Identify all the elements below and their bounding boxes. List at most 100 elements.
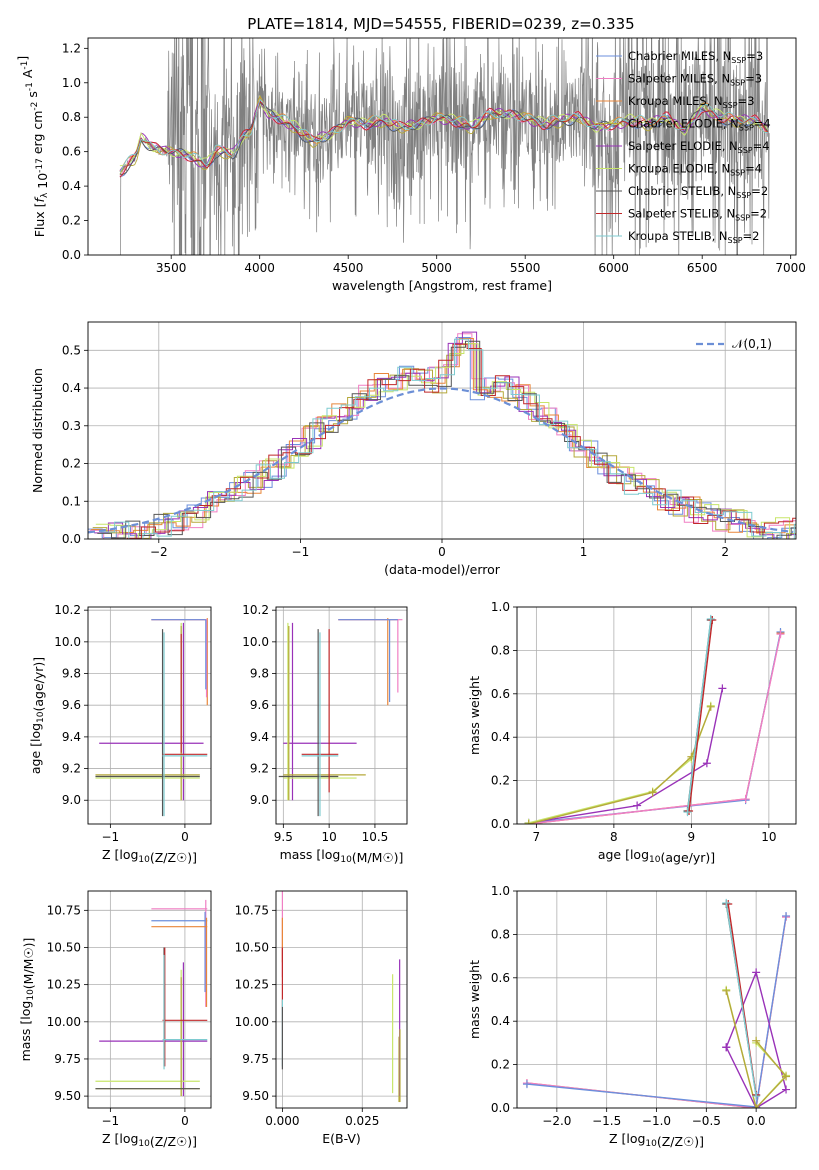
x-axis-label: (data-model)/error — [384, 562, 501, 577]
x-tick-label: 0.000 — [265, 1114, 299, 1128]
y-tick-label: 9.75 — [242, 1052, 269, 1066]
x-tick-label: 5000 — [421, 261, 452, 275]
mw-marker-chabrier-elodie — [524, 820, 533, 824]
mw-marker-salpeter-miles — [776, 630, 785, 639]
x-axis-label: wavelength [Angstrom, rest frame] — [332, 278, 552, 293]
x-tick-label: −1 — [292, 545, 310, 559]
y-tick-label: 10.00 — [235, 1015, 269, 1029]
mw-line-salpeter-stelib — [688, 619, 713, 812]
mw-marker-chabrier-elodie — [706, 702, 715, 711]
model-line-salpeter-stelib — [119, 100, 769, 178]
mass-vs-z-panel: −1 0 9.50 9.75 10.00 10.25 10.50 10.75 Z [log10(… — [18, 890, 212, 1149]
y-axis-label: mass weight — [467, 960, 482, 1039]
y-tick-label: 0.6 — [62, 145, 81, 159]
y-tick-label: 10.50 — [47, 940, 81, 954]
hist-chabrier-stelib — [97, 340, 796, 539]
hist-kroupa-stelib — [100, 338, 796, 539]
mw-marker-chabrier-elodie — [648, 788, 657, 797]
y-tick-label: 9.6 — [250, 698, 269, 712]
plot-area — [522, 898, 791, 1108]
y-tick-label: 0.0 — [491, 1101, 510, 1115]
y-tick-label: 9.0 — [250, 793, 269, 807]
x-tick-label: 9.5 — [274, 830, 293, 844]
y-tick-label: 9.4 — [62, 730, 81, 744]
y-tick-label: 0.0 — [62, 532, 81, 546]
x-tick-label: 10 — [321, 830, 336, 844]
y-tick-label: 9.2 — [62, 762, 81, 776]
x-tick-label: 0 — [181, 1114, 189, 1128]
plot-area — [95, 618, 208, 817]
x-tick-label: 3500 — [156, 261, 187, 275]
y-tick-label: 10.75 — [235, 903, 269, 917]
x-tick-label: 0.025 — [345, 1114, 379, 1128]
mw-marker-salpeter-elodie — [702, 759, 711, 768]
mw-marker-salpeter-elodie — [722, 1043, 731, 1052]
y-tick-label: 10.0 — [54, 635, 81, 649]
mw-marker-salpeter-elodie — [633, 801, 642, 810]
y-tick-label: 0.4 — [491, 1014, 510, 1028]
mw-marker-salpeter-stelib — [708, 616, 717, 625]
y-axis-label: Flux [fλ 10-17 erg cm-2 s-1 A-1] — [15, 56, 50, 238]
x-tick-label: 0.0 — [747, 1114, 766, 1128]
axes-frame — [87, 890, 212, 1109]
model-line-kroupa-elodie — [119, 103, 769, 167]
x-tick-label: 1 — [580, 545, 588, 559]
y-tick-label: 9.4 — [250, 730, 269, 744]
y-tick-label: 0.2 — [62, 214, 81, 228]
hist-salpeter-stelib — [98, 343, 796, 539]
mw-marker-salpeter-elodie — [752, 968, 761, 977]
legend-label-chabrier-stelib: Chabrier STELIB, NSSP=2 — [628, 184, 768, 200]
mw-marker-chabrier-elodie — [752, 1104, 761, 1108]
plot-area — [278, 618, 403, 817]
y-tick-label: 0.8 — [62, 110, 81, 124]
model-line-kroupa-stelib — [119, 98, 768, 173]
mw-marker-salpeter-miles — [741, 795, 750, 804]
y-axis-label: age [log10(age/yr)] — [28, 657, 46, 774]
mw-marker-kroupa-stelib — [706, 614, 715, 623]
x-axis-label: age [log10(age/yr)] — [598, 847, 715, 865]
x-axis-label: E(B-V) — [322, 1131, 361, 1146]
x-tick-label: −0.5 — [692, 1114, 721, 1128]
y-tick-label: 0.2 — [62, 457, 81, 471]
mw-line-chabrier-elodie — [528, 706, 712, 824]
residuals-panel: −2 −1 0 1 2 0.0 0.1 0.2 0.3 0.4 0.5 (data-model)/er… — [30, 321, 797, 577]
x-axis-label: Z [log10(Z/Z☉)] — [102, 847, 197, 865]
x-tick-label: −1.5 — [592, 1114, 621, 1128]
legend-label-salpeter-miles: Salpeter MILES, NSSP=3 — [628, 72, 762, 88]
legend-label-salpeter-stelib: Salpeter STELIB, NSSP=2 — [628, 207, 767, 223]
y-tick-label: 0.2 — [491, 774, 510, 788]
age-vs-mass-panel: 9.5 10 10.5 9.0 9.2 9.4 9.6 9.8 10.0 10.2 mass [lo… — [242, 603, 408, 865]
x-tick-label: 6500 — [687, 261, 718, 275]
y-tick-label: 0.8 — [491, 927, 510, 941]
axes-frame — [87, 37, 797, 256]
legend-label-salpeter-elodie: Salpeter ELODIE, NSSP=4 — [628, 139, 770, 155]
x-tick-label: 6000 — [598, 261, 629, 275]
massweight-vs-z-panel: −2.0 −1.5 −1.0 −0.5 0.0 0.0 0.2 0.4 0.6 0.8 1.0 Z [… — [467, 884, 797, 1149]
y-axis-label: mass weight — [467, 676, 482, 755]
mass-vs-ebv-panel: 0.000 0.025 9.50 9.75 10.00 10.25 10.50 10.75 E(… — [235, 890, 408, 1146]
legend-label-kroupa-elodie: Kroupa ELODIE, NSSP=4 — [628, 162, 762, 178]
y-tick-label: 0.3 — [62, 419, 81, 433]
x-axis-label: Z [log10(Z/Z☉)] — [102, 1131, 197, 1149]
x-tick-label: −1.0 — [642, 1114, 671, 1128]
y-tick-label: 1.2 — [62, 41, 81, 55]
y-tick-label: 0.1 — [62, 494, 81, 508]
plot-area — [281, 891, 401, 1103]
y-tick-label: 1.0 — [491, 600, 510, 614]
plot-area — [95, 899, 208, 1097]
figure-title: PLATE=1814, MJD=54555, FIBERID=0239, z=0… — [247, 15, 634, 33]
y-tick-label: 0.5 — [62, 343, 81, 357]
axes-frame — [275, 890, 408, 1109]
y-tick-label: 10.0 — [242, 635, 269, 649]
mw-marker-chabrier-miles — [782, 911, 791, 920]
y-tick-label: 9.0 — [62, 793, 81, 807]
x-tick-label: 9 — [688, 830, 696, 844]
mw-line-kroupa-stelib — [725, 902, 757, 1097]
y-tick-label: 9.2 — [250, 762, 269, 776]
y-tick-label: 0.4 — [491, 730, 510, 744]
x-tick-label: 8 — [610, 830, 618, 844]
x-tick-label: −1 — [102, 830, 120, 844]
y-tick-label: 9.50 — [54, 1089, 81, 1103]
legend-label-chabrier-elodie: Chabrier ELODIE, NSSP=4 — [628, 117, 771, 133]
